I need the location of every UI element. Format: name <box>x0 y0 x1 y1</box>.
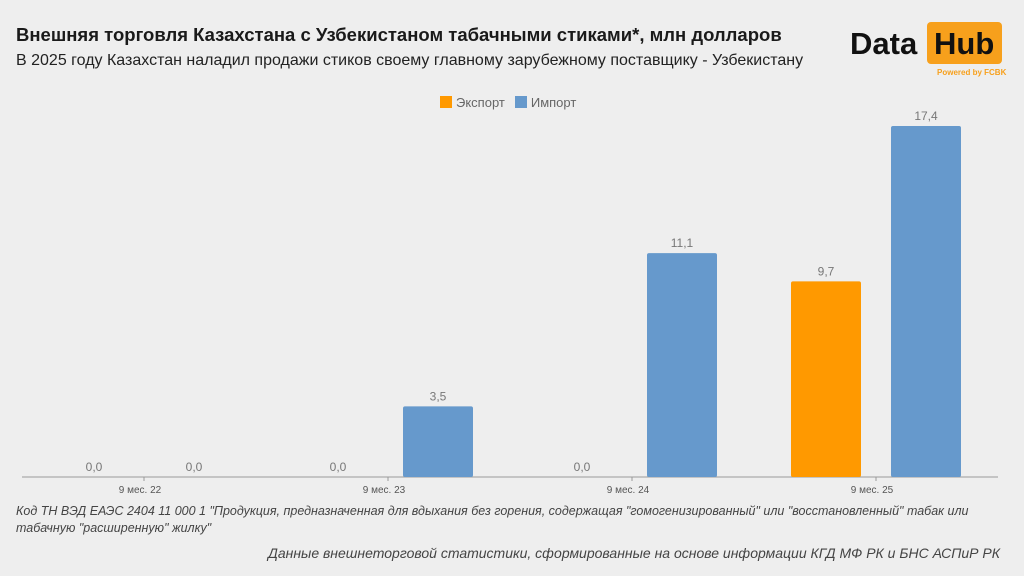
data-label: 17,4 <box>914 109 938 123</box>
legend-label-import: Импорт <box>530 95 577 110</box>
data-label: 11,1 <box>671 236 694 250</box>
data-label: 0,0 <box>186 460 203 474</box>
bar-import <box>403 406 473 477</box>
legend-swatch-export <box>440 96 452 108</box>
source-note: Данные внешнеторговой статистики, сформи… <box>267 545 1000 561</box>
chart-title: Внешняя торговля Казахстана с Узбекистан… <box>16 24 782 45</box>
legend-export: Экспорт <box>440 95 505 110</box>
logo-tagline: Powered by FCBK <box>937 68 1007 77</box>
legend-label-export: Экспорт <box>456 95 505 110</box>
logo-hub: Hub <box>934 26 995 61</box>
x-tick-label: 9 мес. 23 <box>363 485 406 496</box>
x-tick-label: 9 мес. 22 <box>119 485 162 496</box>
x-tick-label: 9 мес. 24 <box>607 485 650 496</box>
legend-import: Импорт <box>514 95 577 110</box>
x-tick-label: 9 мес. 25 <box>851 485 894 496</box>
datahub-logo: Data Hub Powered by FCBK <box>850 20 1010 80</box>
footnote: Код ТН ВЭД ЕАЭС 2404 11 000 1 "Продукция… <box>16 504 969 535</box>
bar-import <box>647 253 717 477</box>
legend: Экспорт Импорт <box>440 95 576 110</box>
data-label: 3,5 <box>430 389 447 403</box>
logo-data: Data <box>850 26 918 61</box>
data-label: 9,7 <box>818 264 835 278</box>
logo-box <box>927 22 1002 64</box>
data-label: 0,0 <box>86 460 103 474</box>
chart-subtitle: В 2025 году Казахстан наладил продажи ст… <box>16 52 804 69</box>
data-label: 0,0 <box>330 460 347 474</box>
data-label: 0,0 <box>574 460 591 474</box>
bar-export <box>791 281 861 477</box>
bar-import <box>891 126 961 477</box>
legend-swatch-import <box>514 96 527 108</box>
